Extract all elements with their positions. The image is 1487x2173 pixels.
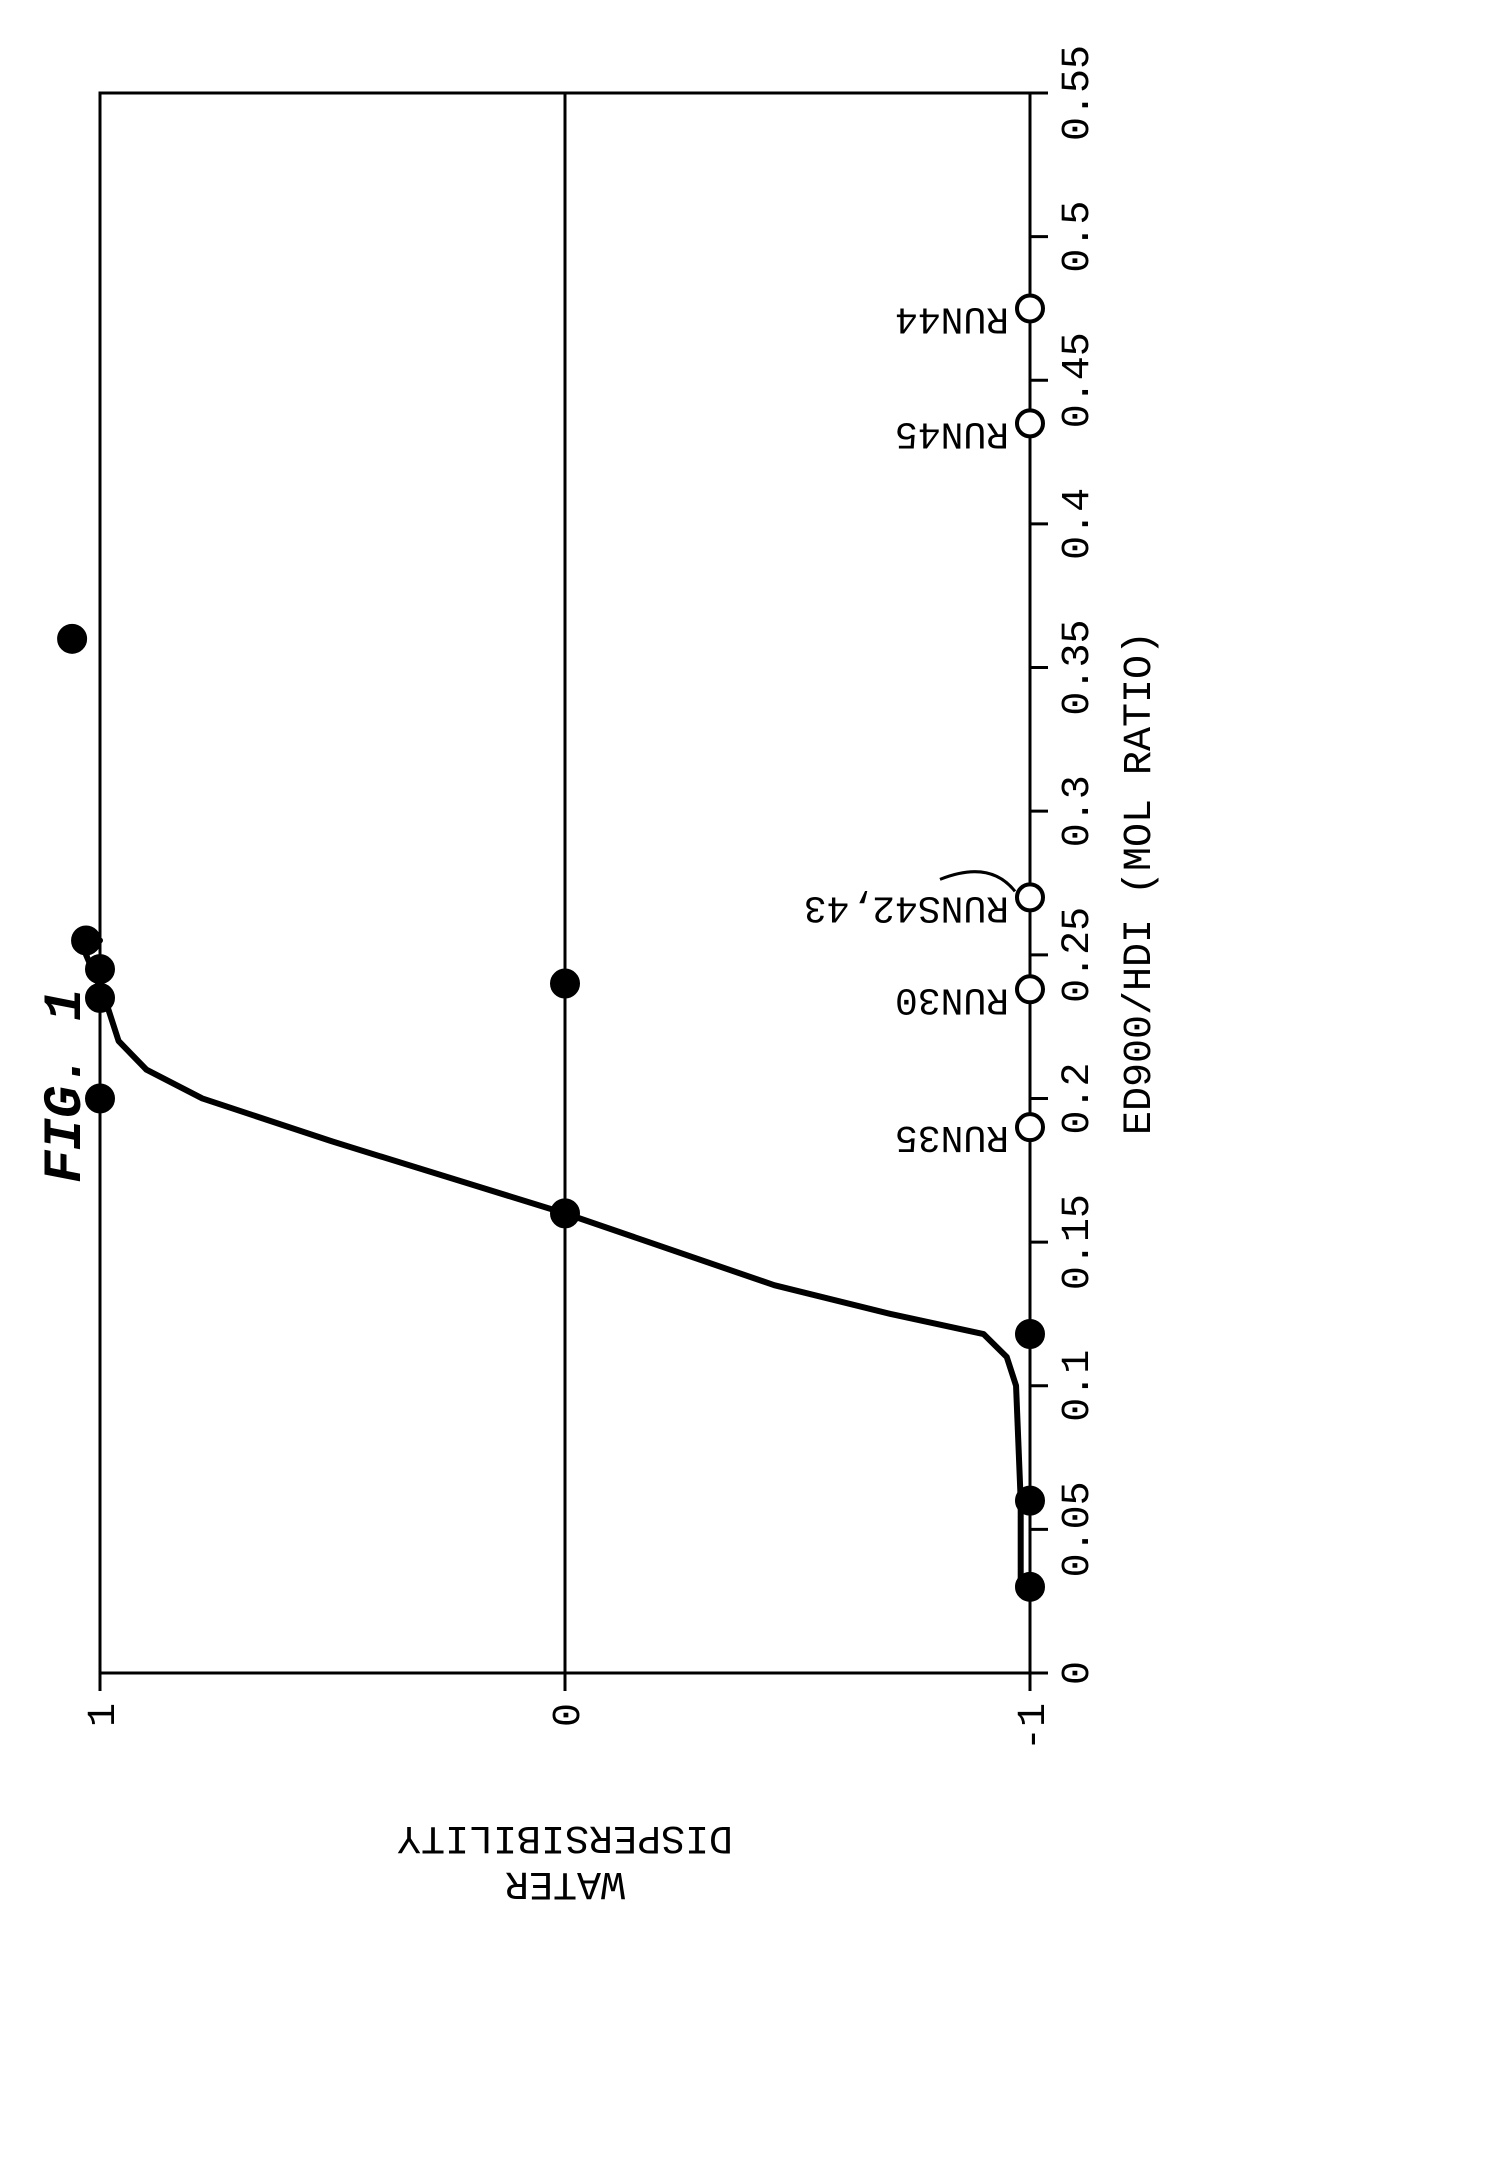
x-tick-label: 0.25 — [1056, 907, 1101, 1003]
data-point-filled — [86, 955, 114, 983]
run-label: RUN35 — [895, 1115, 1009, 1158]
data-point-open — [1017, 1114, 1043, 1140]
dispersibility-curve — [86, 940, 1021, 1586]
data-point-filled — [86, 984, 114, 1012]
data-point-filled — [86, 1084, 114, 1112]
data-point-filled — [1016, 1320, 1044, 1348]
data-point-open — [1017, 295, 1043, 321]
data-point-filled — [72, 926, 100, 954]
x-tick-label: 0.5 — [1056, 201, 1101, 273]
run-label: RUN45 — [895, 411, 1009, 454]
x-tick-label: 0.2 — [1056, 1062, 1101, 1134]
chart-svg: 0 0.05 0.1 0.15 0.2 0.25 0.3 0.35 0.4 0.45 0.5 0.55… — [0, 0, 1487, 2173]
run-label: RUN44 — [895, 296, 1009, 339]
data-point-open — [1017, 410, 1043, 436]
x-tick-label: 0.15 — [1056, 1194, 1101, 1290]
x-tick-label: 0.3 — [1056, 775, 1101, 847]
y-tick-label: 0 — [547, 1703, 592, 1727]
figure-title: FIG. 1 — [36, 989, 97, 1183]
x-tick-label: 0.05 — [1056, 1481, 1101, 1577]
x-axis-label: ED900/HDI (MOL RATIO) — [1118, 631, 1163, 1135]
y-axis-label: DISPERSIBILITY — [397, 1814, 733, 1859]
data-point-open — [1017, 884, 1043, 910]
y-axis-label: WATER — [505, 1860, 625, 1905]
x-tick-label: 0.4 — [1056, 488, 1101, 560]
data-point-filled — [1016, 1573, 1044, 1601]
x-tick-label: 0.45 — [1056, 332, 1101, 428]
data-point-filled — [58, 625, 86, 653]
figure-container: 0 0.05 0.1 0.15 0.2 0.25 0.3 0.35 0.4 0.45 0.5 0.55… — [0, 0, 1487, 2173]
x-tick-label: 0.35 — [1056, 620, 1101, 716]
data-point-open — [1017, 976, 1043, 1002]
x-tick-label: 0.55 — [1056, 45, 1101, 141]
x-tick-label: 0 — [1056, 1661, 1101, 1685]
data-point-filled — [551, 970, 579, 998]
run-label: RUNS42,43 — [804, 885, 1009, 928]
x-tick-label: 0.1 — [1056, 1350, 1101, 1422]
data-point-filled — [1016, 1487, 1044, 1515]
data-point-filled — [551, 1199, 579, 1227]
run-label: RUN30 — [895, 977, 1009, 1020]
y-tick-label: 1 — [82, 1703, 127, 1727]
y-tick-label: -1 — [1012, 1703, 1057, 1751]
